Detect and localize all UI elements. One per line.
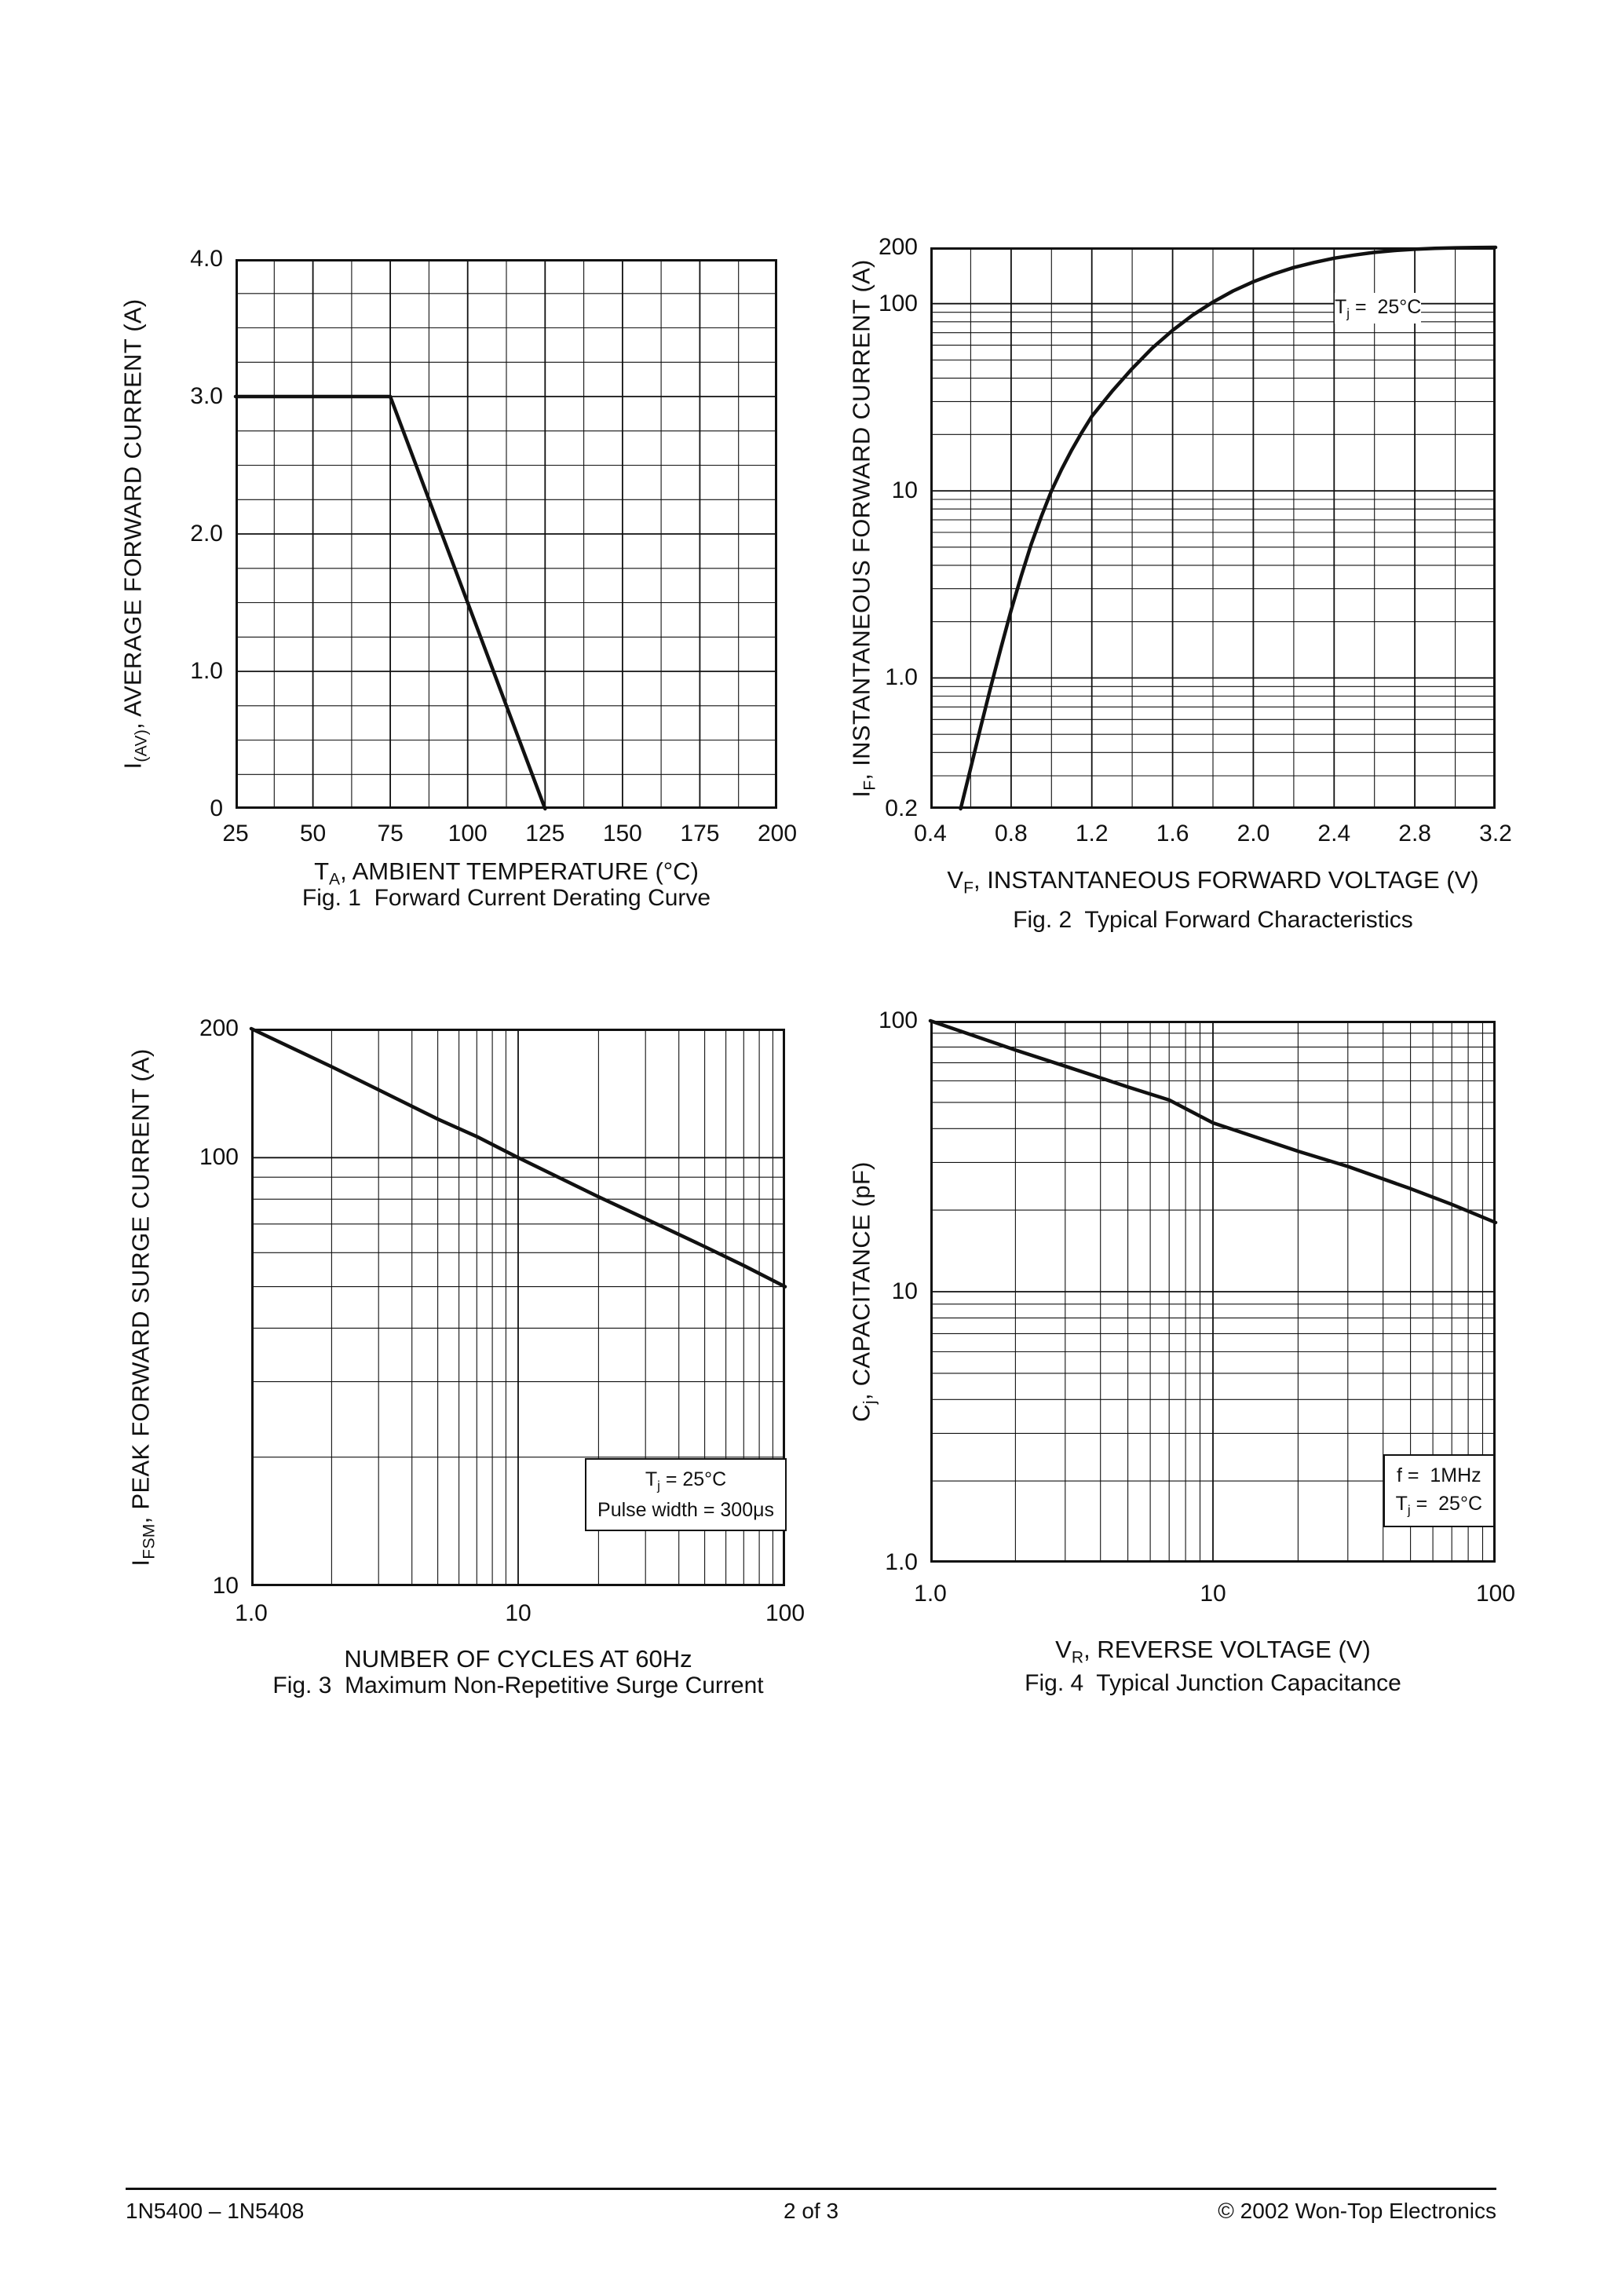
fig1-x-tick-label: 175 [680, 821, 720, 846]
fig3-plot-area [249, 1026, 787, 1586]
fig2-y-tick-label: 10 [891, 477, 918, 504]
fig2-y-tick-label: 100 [878, 290, 918, 316]
fig4-x-tick-label: 1.0 [914, 1581, 947, 1607]
fig3-y-tick-label: 100 [199, 1144, 239, 1171]
fig2-annotation-tj-note: Tj = 25°C [1335, 293, 1422, 324]
fig1-caption: Fig. 1 Forward Current Derating Curve [301, 885, 711, 911]
fig4-x-axis-title: VR, REVERSE VOLTAGE (V) [1055, 1636, 1371, 1667]
figure-3-max-non-repetitive-surge-current: IFSM, PEAK FORWARD SURGE CURRENT (A) NUM… [127, 1017, 805, 1699]
fig3-caption: Fig. 3 Maximum Non-Repetitive Surge Curr… [272, 1673, 764, 1698]
fig2-caption: Fig. 2 Typical Forward Characteristics [1013, 907, 1413, 933]
fig2-plot-area [930, 245, 1498, 811]
fig3-annotation-conditions-note: Tj = 25°C Pulse width = 300μs [585, 1457, 787, 1531]
fig4-caption: Fig. 4 Typical Junction Capacitance [1025, 1670, 1401, 1696]
footer-page-number: 2 of 3 [783, 2199, 839, 2223]
fig3-x-tick-label: 1.0 [235, 1600, 268, 1626]
fig1-x-tick-label: 150 [602, 821, 642, 846]
fig4-y-axis-title: Cj, CAPACITANCE (pF) [847, 1161, 879, 1422]
fig2-x-tick-label: 3.2 [1479, 821, 1512, 846]
fig1-y-tick-label: 3.0 [190, 383, 223, 409]
fig4-y-tick-label: 100 [878, 1007, 918, 1033]
fig2-series-typical-forward-characteristic [959, 245, 1498, 811]
fig1-y-axis-title: I(AV), AVERAGE FORWARD CURRENT (A) [119, 298, 151, 770]
fig4-plot-area [928, 1018, 1498, 1563]
fig1-y-tick-label: 0 [210, 795, 223, 821]
fig3-series-peak-forward-surge-current [249, 1026, 787, 1289]
figure-2-typical-forward-characteristics: IF, INSTANTANEOUS FORWARD CURRENT (A) VF… [848, 236, 1512, 934]
fig4-x-tick-label: 100 [1475, 1581, 1516, 1607]
fig2-x-tick-label: 0.8 [994, 821, 1028, 846]
fig1-x-axis-title: TA, AMBIENT TEMPERATURE (°C) [314, 857, 699, 889]
fig2-x-tick-label: 0.4 [914, 821, 947, 846]
fig2-x-tick-label: 2.0 [1237, 821, 1270, 846]
footer-part-number: 1N5400 – 1N5408 [126, 2199, 305, 2223]
fig2-x-tick-label: 2.4 [1317, 821, 1351, 846]
figure-1-forward-current-derating: I(AV), AVERAGE FORWARD CURRENT (A) TA, A… [119, 247, 797, 912]
fig2-y-tick-label: 0.2 [885, 795, 918, 821]
fig1-y-tick-label: 2.0 [190, 521, 223, 547]
fig1-x-tick-label: 75 [377, 821, 404, 846]
fig3-y-axis-title: IFSM, PEAK FORWARD SURGE CURRENT (A) [126, 1048, 159, 1567]
fig2-x-tick-label: 1.2 [1075, 821, 1109, 846]
fig4-annotation-conditions-note: f = 1MHz Tj = 25°C [1383, 1453, 1495, 1527]
fig3-y-tick-label: 10 [212, 1573, 239, 1599]
fig1-y-tick-label: 1.0 [190, 658, 223, 684]
fig2-y-axis-title: IF, INSTANTANEOUS FORWARD CURRENT (A) [847, 258, 879, 798]
fig1-series-forward-current-derating [233, 394, 547, 811]
fig1-x-tick-label: 50 [299, 821, 327, 846]
fig4-series-typical-junction-capacitance [928, 1018, 1498, 1225]
fig1-x-tick-label: 200 [757, 821, 798, 846]
fig4-y-tick-label: 1.0 [885, 1549, 918, 1575]
fig3-x-tick-label: 100 [765, 1600, 806, 1626]
fig2-x-tick-label: 1.6 [1156, 821, 1189, 846]
fig4-x-tick-label: 10 [1200, 1581, 1226, 1607]
fig2-x-tick-label: 2.8 [1398, 821, 1431, 846]
fig1-x-tick-label: 125 [525, 821, 565, 846]
footer-copyright: © 2002 Won-Top Electronics [1218, 2199, 1496, 2223]
fig2-x-axis-title: VF, INSTANTANEOUS FORWARD VOLTAGE (V) [947, 866, 1479, 898]
footer-rule [126, 2188, 1496, 2190]
fig1-x-tick-label: 25 [222, 821, 249, 846]
fig3-x-axis-title: NUMBER OF CYCLES AT 60Hz [344, 1645, 692, 1673]
fig2-y-tick-label: 1.0 [885, 664, 918, 691]
fig3-y-tick-label: 200 [199, 1015, 239, 1041]
fig1-x-tick-label: 100 [448, 821, 488, 846]
fig3-x-tick-label: 10 [505, 1600, 532, 1626]
fig1-y-tick-label: 4.0 [190, 246, 223, 272]
fig2-y-tick-label: 200 [878, 234, 918, 260]
fig1-plot-area [233, 259, 777, 811]
figure-4-typical-junction-capacitance: Cj, CAPACITANCE (pF) VR, REVERSE VOLTAGE… [848, 1009, 1515, 1697]
fig4-y-tick-label: 10 [891, 1278, 918, 1304]
